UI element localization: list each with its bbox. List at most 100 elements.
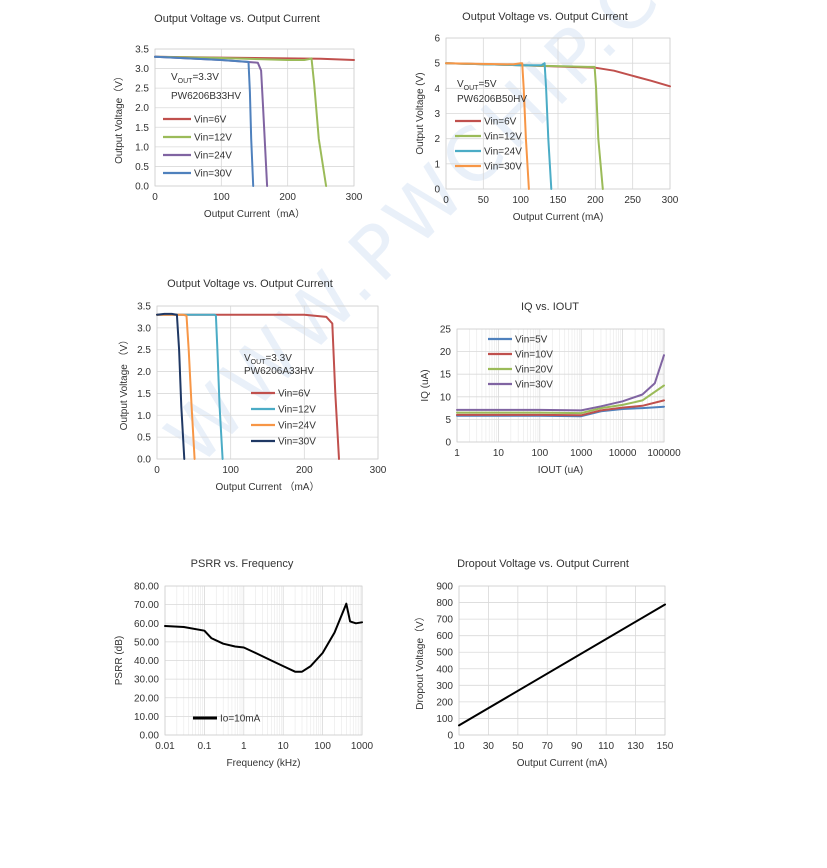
y-tick-label: 300 — [436, 681, 453, 692]
y-tick-label: 0.5 — [137, 433, 151, 444]
chart-annotation: PW6206B50HV — [457, 94, 527, 105]
plot-area — [456, 328, 665, 443]
y-tick-label: 3.0 — [137, 323, 151, 334]
y-tick-label: 800 — [436, 598, 453, 609]
y-tick-label: 4 — [434, 84, 440, 95]
y-tick-label: 0.5 — [135, 162, 149, 173]
y-axis-label: IQ (uA) — [420, 369, 431, 401]
y-tick-label: 50.00 — [134, 637, 159, 648]
y-tick-label: 15 — [440, 370, 452, 381]
series-line-vin-24v — [445, 62, 553, 190]
y-tick-label: 10 — [440, 392, 452, 403]
chart-title: Output Voltage vs. Output Current — [462, 11, 628, 23]
y-tick-label: 700 — [436, 615, 453, 626]
plot-area — [154, 48, 355, 187]
y-tick-label: 100 — [436, 714, 453, 725]
chart-c5: 0.01 0.1 1 10 100 1000 0.00 10.00 20.00 30.00 40.0… — [114, 558, 374, 769]
y-tick-label: 0 — [447, 731, 453, 742]
x-tick-label: 0.01 — [155, 741, 175, 752]
plot-area — [458, 585, 666, 736]
legend-label: Vin=30V — [194, 169, 232, 180]
y-tick-label: 0.0 — [135, 182, 149, 193]
legend-label: Vin=30V — [515, 380, 553, 391]
series-line-vin-12v — [154, 55, 328, 187]
series-line-data — [458, 603, 666, 727]
y-tick-label: 6 — [434, 34, 440, 45]
legend-label: Vin=30V — [278, 437, 316, 448]
x-axis-label: Output Current (mA) — [517, 758, 608, 769]
legend-label: Vin=6V — [484, 117, 517, 128]
x-tick-label: 300 — [346, 192, 363, 203]
y-tick-label: 2.0 — [135, 103, 149, 114]
chart-title: Output Voltage vs. Output Current — [154, 13, 320, 25]
series-line-io-10ma — [164, 602, 363, 673]
legend-label: Vin=24V — [278, 421, 316, 432]
y-tick-label: 10.00 — [134, 712, 159, 723]
y-tick-label: 0.0 — [137, 455, 151, 466]
x-tick-label: 100000 — [647, 448, 681, 459]
x-axis-label: Output Current （mA） — [216, 481, 320, 493]
y-axis-label: Output Voltage（V） — [113, 71, 125, 164]
chart-annotation: PW6206A33HV — [244, 366, 314, 377]
y-tick-label: 1 — [434, 159, 440, 170]
y-tick-label: 2 — [434, 134, 440, 145]
x-tick-label: 90 — [571, 741, 583, 752]
y-tick-label: 0.00 — [140, 731, 160, 742]
plot-area — [445, 37, 671, 190]
legend-label: Vin=6V — [194, 115, 227, 126]
legend-label: Vin=6V — [278, 389, 311, 400]
chart-c4: 1 10 100 1000 10000 100000 0 5 10 15 20 25 IQ vs. IO… — [420, 301, 681, 476]
x-tick-label: 10 — [278, 741, 290, 752]
x-tick-label: 1 — [241, 741, 247, 752]
y-tick-label: 20 — [440, 347, 452, 358]
y-axis-label: Output Voltage （V） — [118, 335, 130, 431]
y-tick-label: 3.5 — [135, 45, 149, 56]
y-tick-label: 2.0 — [137, 367, 151, 378]
y-tick-label: 0 — [434, 185, 440, 196]
y-tick-label: 200 — [436, 697, 453, 708]
y-tick-label: 5 — [434, 59, 440, 70]
x-tick-label: 150 — [550, 195, 567, 206]
x-axis-label: Output Current（mA） — [204, 208, 305, 220]
series-line-vin-24v — [156, 313, 196, 460]
legend-label: Vin=12V — [484, 132, 522, 143]
plot-area — [156, 305, 379, 460]
series-line-vin-30v — [154, 55, 255, 187]
y-tick-label: 500 — [436, 648, 453, 659]
y-tick-label: 2.5 — [137, 345, 151, 356]
x-tick-label: 100 — [314, 741, 331, 752]
y-tick-label: 70.00 — [134, 600, 159, 611]
y-tick-label: 3 — [434, 109, 440, 120]
series-line-vin-30v — [156, 312, 186, 460]
series-line-vin-10v — [456, 399, 665, 417]
series-line-vin-12v — [156, 313, 224, 460]
y-tick-label: 40.00 — [134, 656, 159, 667]
x-tick-label: 100 — [512, 195, 529, 206]
y-tick-label: 20.00 — [134, 693, 159, 704]
x-tick-label: 10000 — [609, 448, 637, 459]
x-tick-label: 1000 — [351, 741, 374, 752]
x-tick-label: 0 — [152, 192, 158, 203]
x-tick-label: 100 — [531, 448, 548, 459]
chart-c3: 0 100 200 300 0.0 0.5 1.0 1.5 2.0 2.5 3.0 3.5 Output… — [118, 278, 387, 493]
y-axis-label: Output Voltage (V) — [415, 72, 426, 154]
chart-title: IQ vs. IOUT — [521, 301, 579, 313]
legend-label: Vin=24V — [194, 151, 232, 162]
y-tick-label: 80.00 — [134, 582, 159, 593]
x-tick-label: 300 — [662, 195, 679, 206]
x-tick-label: 0 — [443, 195, 449, 206]
x-tick-label: 200 — [279, 192, 296, 203]
chart-annotation: VOUT=3.3V — [171, 72, 219, 85]
x-tick-label: 30 — [483, 741, 495, 752]
x-tick-label: 250 — [624, 195, 641, 206]
y-tick-label: 900 — [436, 582, 453, 593]
series-line-vin-6v — [156, 313, 340, 460]
x-tick-label: 0.1 — [197, 741, 211, 752]
x-axis-label: Frequency (kHz) — [227, 758, 301, 769]
chart-annotation: VOUT=5V — [457, 79, 497, 92]
chart-c2: 0 50 100 150 200 250 300 0 1 2 3 4 5 6 Output Voltage … — [415, 11, 679, 223]
legend-label: Vin=10V — [515, 350, 553, 361]
y-axis-label: PSRR (dB) — [114, 636, 125, 685]
legend-label: Vin=30V — [484, 162, 522, 173]
